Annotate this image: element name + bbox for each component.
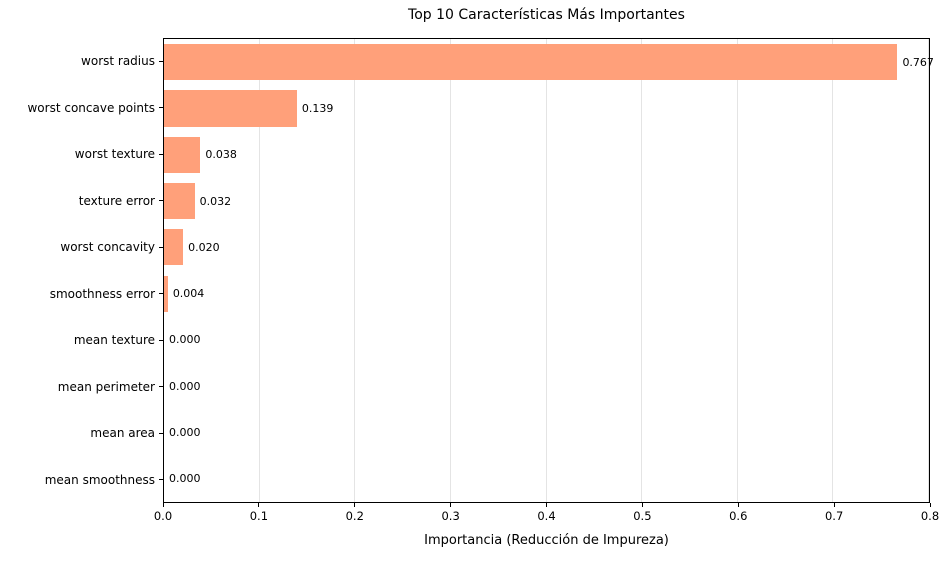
bar-value-label: 0.000 xyxy=(169,333,201,347)
y-tick-label: mean area xyxy=(90,426,155,441)
gridline xyxy=(641,39,643,502)
bar xyxy=(164,90,297,127)
gridline xyxy=(736,39,738,502)
y-tickmark xyxy=(159,293,163,295)
x-tick-label: 0.3 xyxy=(441,509,460,523)
bar-row: 0.020 xyxy=(164,224,929,270)
chart-title: Top 10 Características Más Importantes xyxy=(408,7,685,23)
bars-container: 0.767 0.139 0.038 0.032 0.020 0.004 0.000 0.000… xyxy=(164,39,934,502)
x-tick-label: 0.2 xyxy=(345,509,364,523)
y-tickmark xyxy=(159,479,163,481)
x-axis-ticks: 0.0 0.1 0.2 0.3 0.4 0.5 0.6 0.7 0.8 xyxy=(154,509,939,525)
plot-area: 0.767 0.139 0.038 0.032 0.020 0.004 0.000 0.000… xyxy=(163,38,934,503)
x-tick-label: 0.1 xyxy=(249,509,269,523)
gridline xyxy=(258,39,260,502)
bar-row: 0.032 xyxy=(164,178,929,224)
bar xyxy=(164,136,201,173)
bar-value-label: 0.000 xyxy=(169,472,201,486)
x-tick-label: 0.8 xyxy=(920,509,940,523)
bar xyxy=(164,275,168,312)
bar-row: 0.000 xyxy=(164,363,929,409)
y-tick-label: worst concavity xyxy=(60,240,155,255)
x-tickmark xyxy=(929,503,931,507)
gridline xyxy=(832,39,834,502)
bar-value-label: 0.139 xyxy=(301,101,334,115)
y-tickmark xyxy=(159,153,163,155)
y-tick-label: worst concave points xyxy=(27,100,155,115)
bar-row: 0.004 xyxy=(164,270,929,316)
x-tickmark xyxy=(162,503,164,507)
bar-row: 0.000 xyxy=(164,317,929,363)
bar xyxy=(164,44,898,81)
bar-row: 0.000 xyxy=(164,456,929,502)
bar xyxy=(164,182,195,220)
gridline xyxy=(928,39,929,502)
bar-value-label: 0.038 xyxy=(205,148,237,162)
y-tick-label: smoothness error xyxy=(49,286,155,301)
y-tickmark xyxy=(159,386,163,388)
y-tickmark xyxy=(159,107,163,109)
y-axis-labels: worst radius worst concave points worst te… xyxy=(0,38,155,503)
bar-row: 0.000 xyxy=(164,409,929,455)
bar-value-label: 0.032 xyxy=(199,194,232,208)
x-tickmark xyxy=(641,503,643,507)
y-tick-label: mean texture xyxy=(73,333,155,348)
x-tickmark xyxy=(354,503,356,507)
y-tick-label: worst radius xyxy=(81,54,155,69)
gridline xyxy=(354,39,356,502)
x-tickmark xyxy=(450,503,452,507)
x-tickmark xyxy=(737,503,739,507)
y-tick-label: mean smoothness xyxy=(44,472,155,487)
x-tick-label: 0.6 xyxy=(729,509,748,523)
x-tickmark xyxy=(546,503,547,507)
bar-row: 0.139 xyxy=(164,85,929,131)
y-tickmark xyxy=(159,246,163,248)
x-axis-tickmarks xyxy=(162,503,931,507)
y-tick-label: mean perimeter xyxy=(57,379,155,394)
bar-value-label: 0.000 xyxy=(169,426,201,440)
y-tickmark xyxy=(159,60,163,62)
y-tickmark xyxy=(159,432,163,434)
bar-value-label: 0.004 xyxy=(172,287,205,301)
bar-value-label: 0.767 xyxy=(902,55,934,69)
bar xyxy=(164,229,184,266)
y-axis-tickmarks xyxy=(159,38,163,503)
x-tick-label: 0.7 xyxy=(824,509,844,523)
y-tick-label: worst texture xyxy=(74,147,155,162)
bar-value-label: 0.000 xyxy=(169,379,201,393)
x-tick-label: 0.0 xyxy=(153,509,173,523)
bar-row: 0.767 xyxy=(164,39,934,85)
y-tickmark xyxy=(159,339,163,341)
y-tick-label: texture error xyxy=(78,193,155,208)
gridline xyxy=(449,39,451,502)
y-tickmark xyxy=(159,200,163,202)
x-tick-label: 0.5 xyxy=(633,509,652,523)
x-tickmark xyxy=(833,503,835,507)
x-axis-label: Importancia (Reducción de Impureza) xyxy=(424,533,669,548)
bar-value-label: 0.020 xyxy=(188,240,220,254)
x-tick-label: 0.4 xyxy=(537,509,556,523)
x-tickmark xyxy=(258,503,260,507)
bar-row: 0.038 xyxy=(164,132,929,178)
gridline xyxy=(545,39,547,502)
